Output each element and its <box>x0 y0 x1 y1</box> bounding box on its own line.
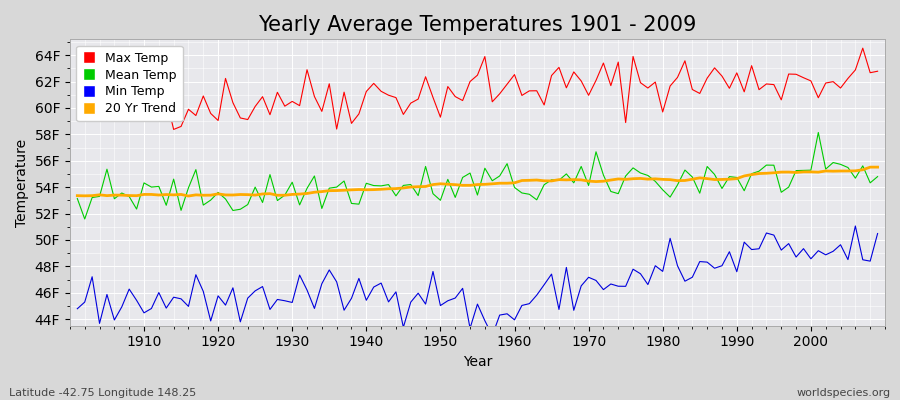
X-axis label: Year: Year <box>463 355 492 369</box>
Legend: Max Temp, Mean Temp, Min Temp, 20 Yr Trend: Max Temp, Mean Temp, Min Temp, 20 Yr Tre… <box>76 46 183 121</box>
Title: Yearly Average Temperatures 1901 - 2009: Yearly Average Temperatures 1901 - 2009 <box>258 15 697 35</box>
Text: Latitude -42.75 Longitude 148.25: Latitude -42.75 Longitude 148.25 <box>9 388 196 398</box>
Y-axis label: Temperature: Temperature <box>15 138 29 226</box>
Text: worldspecies.org: worldspecies.org <box>796 388 891 398</box>
